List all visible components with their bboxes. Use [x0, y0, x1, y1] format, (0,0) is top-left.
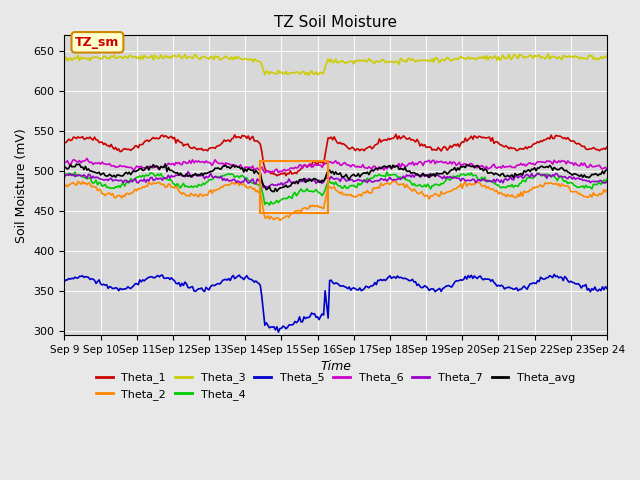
Theta_7: [603, 179, 611, 185]
Theta_avg: [76, 161, 83, 167]
Theta_4: [61, 173, 68, 179]
Line: Theta_6: Theta_6: [65, 158, 607, 173]
Theta_avg: [390, 164, 398, 170]
Theta_2: [603, 187, 611, 193]
Theta_7: [76, 172, 83, 178]
Theta_5: [550, 272, 558, 277]
Theta_2: [76, 180, 83, 186]
Theta_4: [76, 172, 83, 178]
Line: Theta_1: Theta_1: [65, 134, 607, 176]
Theta_5: [389, 275, 397, 280]
Theta_avg: [372, 166, 380, 171]
Theta_4: [403, 177, 410, 182]
Theta_avg: [403, 168, 410, 174]
Theta_2: [390, 179, 398, 184]
Legend: Theta_1, Theta_2, Theta_3, Theta_4, Theta_5, Theta_6, Theta_7, Theta_avg: Theta_1, Theta_2, Theta_3, Theta_4, Thet…: [92, 368, 580, 404]
Theta_1: [392, 132, 400, 137]
Theta_2: [540, 183, 547, 189]
Theta_3: [401, 58, 409, 63]
Theta_4: [383, 169, 391, 175]
Theta_6: [403, 164, 410, 169]
Theta_6: [76, 158, 83, 164]
Theta_2: [371, 185, 379, 191]
Theta_4: [390, 171, 398, 177]
Theta_4: [266, 202, 273, 208]
Theta_7: [259, 185, 267, 191]
Theta_4: [161, 176, 169, 181]
Theta_1: [76, 135, 83, 141]
Theta_6: [603, 166, 611, 172]
Theta_6: [163, 163, 171, 168]
Theta_3: [305, 72, 312, 78]
Theta_6: [372, 166, 380, 171]
Theta_1: [371, 142, 379, 148]
Theta_5: [371, 280, 379, 286]
Theta_6: [61, 160, 68, 166]
Theta_3: [389, 59, 397, 64]
Theta_1: [161, 133, 169, 139]
Theta_avg: [161, 161, 169, 167]
Theta_avg: [540, 165, 547, 170]
Theta_3: [371, 60, 379, 66]
Theta_5: [161, 276, 169, 281]
Line: Theta_7: Theta_7: [65, 172, 607, 188]
Line: Theta_avg: Theta_avg: [65, 164, 607, 192]
X-axis label: Time: Time: [320, 360, 351, 373]
Theta_avg: [163, 168, 171, 174]
Theta_avg: [61, 164, 68, 169]
Theta_5: [76, 274, 83, 279]
Theta_2: [389, 178, 397, 184]
Theta_2: [403, 181, 410, 187]
Theta_1: [389, 135, 397, 141]
Theta_7: [184, 169, 192, 175]
Theta_3: [161, 53, 169, 59]
Theta_5: [538, 276, 546, 281]
Line: Theta_4: Theta_4: [65, 172, 607, 205]
Line: Theta_3: Theta_3: [65, 54, 607, 75]
Theta_7: [540, 172, 547, 178]
Bar: [260, 161, 328, 213]
Theta_5: [61, 279, 68, 285]
Theta_2: [161, 184, 169, 190]
Theta_5: [275, 329, 282, 335]
Theta_4: [371, 172, 379, 178]
Theta_7: [372, 178, 380, 183]
Theta_2: [276, 217, 284, 223]
Theta_6: [261, 170, 269, 176]
Theta_3: [76, 58, 83, 63]
Theta_avg: [603, 167, 611, 173]
Text: TZ_sm: TZ_sm: [76, 36, 120, 49]
Theta_3: [603, 53, 611, 59]
Line: Theta_5: Theta_5: [65, 275, 607, 332]
Theta_7: [61, 174, 68, 180]
Theta_5: [603, 286, 611, 291]
Theta_7: [403, 172, 410, 178]
Theta_3: [545, 51, 552, 57]
Theta_3: [61, 58, 68, 63]
Theta_1: [540, 137, 547, 143]
Title: TZ Soil Moisture: TZ Soil Moisture: [274, 15, 397, 30]
Theta_6: [83, 156, 91, 161]
Theta_6: [540, 159, 547, 165]
Line: Theta_2: Theta_2: [65, 181, 607, 220]
Theta_5: [401, 276, 409, 281]
Theta_1: [61, 140, 68, 145]
Theta_1: [603, 144, 611, 150]
Theta_1: [403, 136, 410, 142]
Theta_3: [538, 54, 546, 60]
Theta_1: [273, 173, 281, 179]
Theta_7: [161, 175, 169, 181]
Theta_7: [390, 177, 398, 182]
Theta_6: [390, 163, 398, 168]
Theta_2: [61, 184, 68, 190]
Theta_4: [540, 171, 547, 177]
Y-axis label: Soil Moisture (mV): Soil Moisture (mV): [15, 128, 28, 242]
Theta_avg: [270, 189, 278, 194]
Theta_4: [603, 176, 611, 182]
